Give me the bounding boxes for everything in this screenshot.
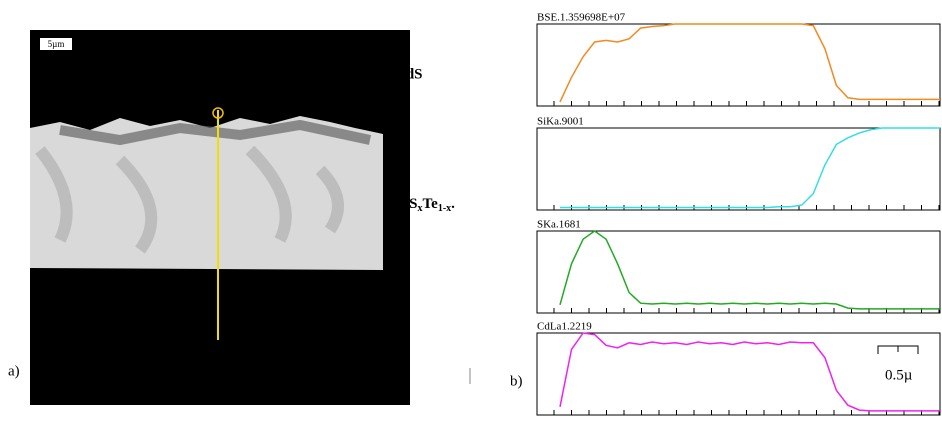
text: Te [423, 196, 439, 212]
panel-label: a) [8, 363, 20, 379]
film-layer [30, 116, 383, 270]
scale-box [40, 38, 72, 50]
plot-frame [536, 332, 941, 416]
plot-title: BSE.1.359698E+07 [537, 12, 626, 24]
plot-title: SiKa.9001 [537, 116, 584, 128]
layer-label: CdSxTe1-x. [390, 196, 455, 214]
bracket [388, 135, 399, 269]
film-texture [35, 145, 344, 254]
profile-line [559, 23, 940, 103]
text: . [451, 196, 455, 212]
profile-line [559, 230, 940, 310]
text: CdS [390, 196, 418, 212]
scan-marker [212, 107, 224, 119]
layer-label: Si [392, 343, 405, 359]
text: 1-x [438, 203, 451, 214]
layer-label: CdS [395, 66, 423, 82]
plot-title: CdLa1.2219 [537, 321, 592, 333]
plot-title: SKa.1681 [537, 219, 581, 231]
plot-frame [536, 230, 941, 314]
plot-frame [536, 127, 941, 211]
profile-line [560, 127, 940, 209]
plot-frame [536, 23, 941, 107]
scale-label: 5µm [48, 39, 65, 49]
scale-bar [877, 345, 919, 354]
film-top-texture [59, 119, 372, 146]
text: x [418, 203, 423, 214]
profile-line [559, 332, 940, 412]
scale-label: 0.5µ [885, 367, 913, 383]
panel-label: b) [510, 373, 523, 389]
